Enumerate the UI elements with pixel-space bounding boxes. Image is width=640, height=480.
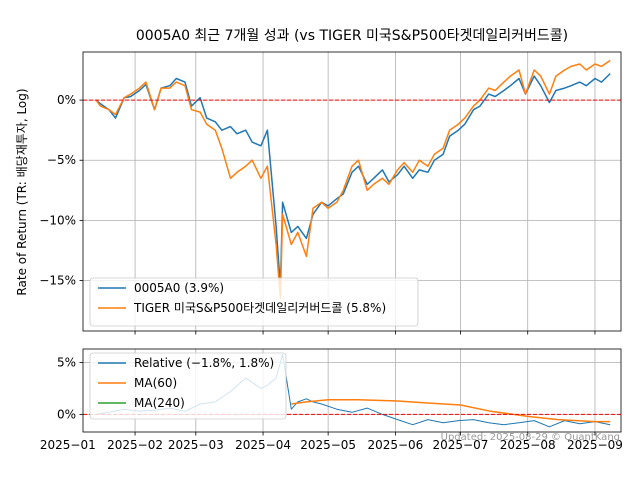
x-tick-label: 2025−01	[40, 438, 96, 452]
bottom-chart: 5% 0% 2025−01 2025−02 2025−03 2025−04 2025−05 2…	[40, 348, 623, 452]
legend-label: TIGER 미국S&P500타겟데일리커버드콜 (5.8%)	[133, 301, 386, 315]
y-tick-label: 0%	[57, 93, 76, 107]
series-line-1	[95, 59, 611, 300]
x-tick-label: 2025−07	[433, 438, 489, 452]
y-axis-label: Rate of Return (TR: 배당재투자, Log)	[15, 88, 29, 295]
x-tick-label: 2025−03	[168, 438, 224, 452]
series-line-1	[291, 399, 611, 423]
y-tick-label: −15%	[39, 273, 76, 287]
legend-label: Relative (−1.8%, 1.8%)	[134, 356, 274, 370]
y-tick-label: 5%	[57, 355, 76, 369]
series-line-0	[95, 73, 611, 288]
legend-label: MA(60)	[134, 376, 177, 390]
x-tick-label: 2025−08	[500, 438, 556, 452]
y-tick-label: −5%	[47, 153, 76, 167]
legend-box	[89, 352, 287, 420]
x-tick-label: 2025−06	[367, 438, 423, 452]
legend-label: 0005A0 (3.9%)	[134, 281, 224, 295]
top-chart: 0% −5% −10% −15% 0005A0 (3.9%) TIGER 미국S&P500…	[39, 51, 622, 335]
x-tick-label: 2025−02	[107, 438, 163, 452]
legend-box	[89, 277, 419, 327]
x-tick-label: 2025−04	[235, 438, 291, 452]
y-tick-label: −10%	[39, 213, 76, 227]
axes-frame	[82, 51, 622, 332]
x-tick-label: 2025−09	[567, 438, 623, 452]
axes-frame	[82, 348, 622, 433]
y-tick-label: 0%	[57, 407, 76, 421]
credit-text: Updated: 2025-08-29 © QuantKang	[441, 432, 620, 443]
chart-title: 0005A0 최근 7개월 성과 (vs TIGER 미국S&P500타겟데일리…	[136, 28, 568, 44]
x-tick-label: 2025−05	[300, 438, 356, 452]
legend-label: MA(240)	[134, 396, 185, 410]
